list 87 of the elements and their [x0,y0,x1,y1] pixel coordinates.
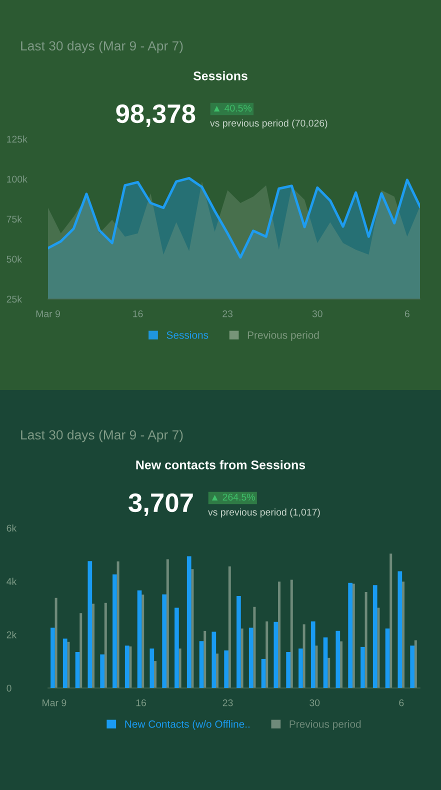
bar [236,596,241,688]
legend-label: Previous period [290,720,361,730]
bar [360,646,365,688]
bar [54,598,58,688]
x-tick-label: 6 [399,699,404,706]
bar [398,571,402,688]
bar [328,658,330,688]
bar [162,594,166,688]
bar [166,559,169,688]
bar [116,561,120,688]
bar [62,638,68,688]
x-tick-label: 23 [222,699,233,706]
y-tick-label: 2k [6,631,17,638]
bar [228,566,231,688]
bar [124,646,130,688]
y-tick-label: 6k [6,524,17,532]
text: vs previous period (70,026) [210,119,328,129]
chart-title: Sessions [193,71,248,80]
bar [410,646,414,688]
y-tick-label: 25k [6,295,22,303]
bar [204,630,206,688]
y-tick-label: 75k [6,215,22,223]
text: ▲ 40.5% [214,104,252,112]
bar [80,613,82,688]
bar [104,602,107,688]
bar [137,590,142,688]
bar [385,628,390,688]
bar [92,604,94,688]
bar [154,661,156,688]
bar [290,580,293,688]
bar [261,658,266,688]
legend-label: Previous period [248,331,319,341]
bar [390,554,392,688]
bar [286,652,290,688]
y-tick-label: 125k [7,135,28,143]
text: 3,707 [128,493,193,516]
bar [402,582,404,688]
x-tick-label: 30 [312,310,322,318]
bar [142,594,144,688]
legend-label: Sessions [166,331,208,339]
bar [88,561,92,688]
bar [278,582,280,688]
bar [323,637,328,688]
bar [352,584,355,688]
bar [340,641,342,688]
y-tick-label: 4k [6,578,17,585]
bar [50,628,55,688]
y-tick-label: 50k [6,255,22,263]
chart-title: New contacts from Sessions [136,460,306,470]
bar [274,622,278,688]
bar [336,630,340,688]
text: vs previous period (1,017) [208,508,320,518]
chart-subtitle: Last 30 days (Mar 9 - Apr 7) [21,40,183,54]
x-tick-label: 23 [222,310,233,318]
text: 98,378 [116,104,196,127]
bar [178,648,182,688]
bar [248,628,254,688]
bar [174,608,179,688]
bar [100,654,104,688]
text: ▲ 264.5% [212,494,255,501]
x-tick-label: 30 [310,699,320,706]
y-tick-label: 0 [6,684,12,692]
bar [266,621,268,688]
bar [186,556,192,688]
x-tick-label: 6 [404,310,410,318]
bar [216,654,218,688]
bar [212,632,216,688]
x-tick-label: Mar 9 [42,699,66,706]
chart-subtitle: Last 30 days (Mar 9 - Apr 7) [21,430,183,442]
bar [112,574,117,688]
x-tick-label: 16 [136,699,146,706]
bar [310,621,316,688]
legend-label: New Contacts (w/o Offline.. [125,720,250,730]
bar [372,585,378,688]
bar [75,652,80,688]
bar [199,641,204,688]
bar [224,650,228,688]
x-tick-label: Mar 9 [36,310,60,318]
bar [348,582,352,688]
bar [298,648,303,688]
bar [302,624,306,688]
y-tick-label: 100k [7,175,28,183]
bar [364,592,368,688]
x-tick-label: 16 [133,310,143,318]
bar [150,648,154,688]
bar [240,628,244,688]
bar [414,640,417,688]
